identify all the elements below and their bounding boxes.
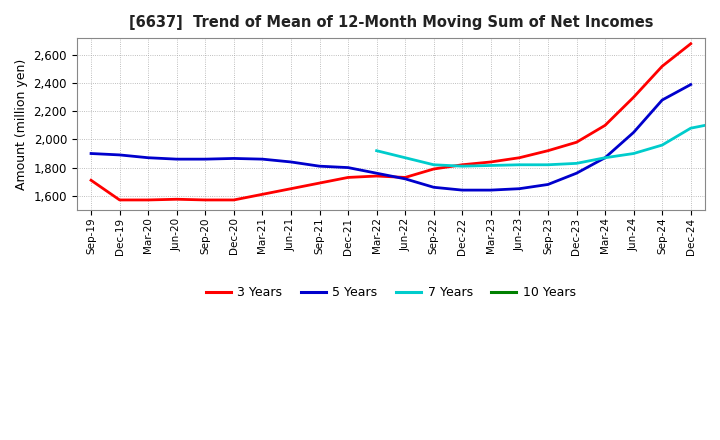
5 Years [401, 176, 410, 181]
7 Years [515, 162, 523, 167]
3 Years [201, 197, 210, 202]
3 Years [315, 180, 324, 186]
3 Years [372, 173, 381, 179]
5 Years [372, 171, 381, 176]
3 Years [172, 197, 181, 202]
5 Years [487, 187, 495, 193]
7 Years [487, 163, 495, 168]
Line: 7 Years: 7 Years [377, 123, 719, 166]
5 Years [230, 156, 238, 161]
5 Years [86, 151, 95, 156]
3 Years [401, 175, 410, 180]
7 Years [372, 148, 381, 153]
5 Years [429, 185, 438, 190]
7 Years [629, 151, 638, 156]
7 Years [600, 155, 609, 160]
3 Years [343, 175, 352, 180]
5 Years [201, 157, 210, 162]
7 Years [572, 161, 581, 166]
5 Years [515, 186, 523, 191]
5 Years [115, 152, 124, 158]
7 Years [401, 155, 410, 160]
5 Years [600, 155, 609, 160]
3 Years [572, 139, 581, 145]
3 Years [115, 197, 124, 202]
5 Years [572, 171, 581, 176]
5 Years [686, 82, 695, 87]
3 Years [629, 95, 638, 100]
7 Years [715, 120, 720, 125]
Line: 3 Years: 3 Years [91, 44, 690, 200]
3 Years [515, 155, 523, 160]
5 Years [287, 159, 295, 165]
5 Years [629, 130, 638, 135]
Line: 5 Years: 5 Years [91, 84, 690, 190]
5 Years [315, 164, 324, 169]
3 Years [600, 123, 609, 128]
5 Years [144, 155, 153, 160]
3 Years [230, 197, 238, 202]
5 Years [458, 187, 467, 193]
3 Years [487, 159, 495, 165]
Y-axis label: Amount (million yen): Amount (million yen) [15, 59, 28, 190]
7 Years [658, 143, 667, 148]
7 Years [429, 162, 438, 167]
7 Years [458, 164, 467, 169]
3 Years [144, 197, 153, 202]
3 Years [429, 166, 438, 172]
3 Years [686, 41, 695, 46]
5 Years [544, 182, 552, 187]
7 Years [686, 125, 695, 131]
3 Years [86, 178, 95, 183]
3 Years [258, 192, 266, 197]
5 Years [258, 157, 266, 162]
Legend: 3 Years, 5 Years, 7 Years, 10 Years: 3 Years, 5 Years, 7 Years, 10 Years [201, 281, 580, 304]
7 Years [544, 162, 552, 167]
3 Years [658, 64, 667, 69]
5 Years [172, 157, 181, 162]
5 Years [658, 97, 667, 103]
3 Years [287, 186, 295, 191]
3 Years [458, 162, 467, 167]
Title: [6637]  Trend of Mean of 12-Month Moving Sum of Net Incomes: [6637] Trend of Mean of 12-Month Moving … [129, 15, 653, 30]
5 Years [343, 165, 352, 170]
3 Years [544, 148, 552, 153]
